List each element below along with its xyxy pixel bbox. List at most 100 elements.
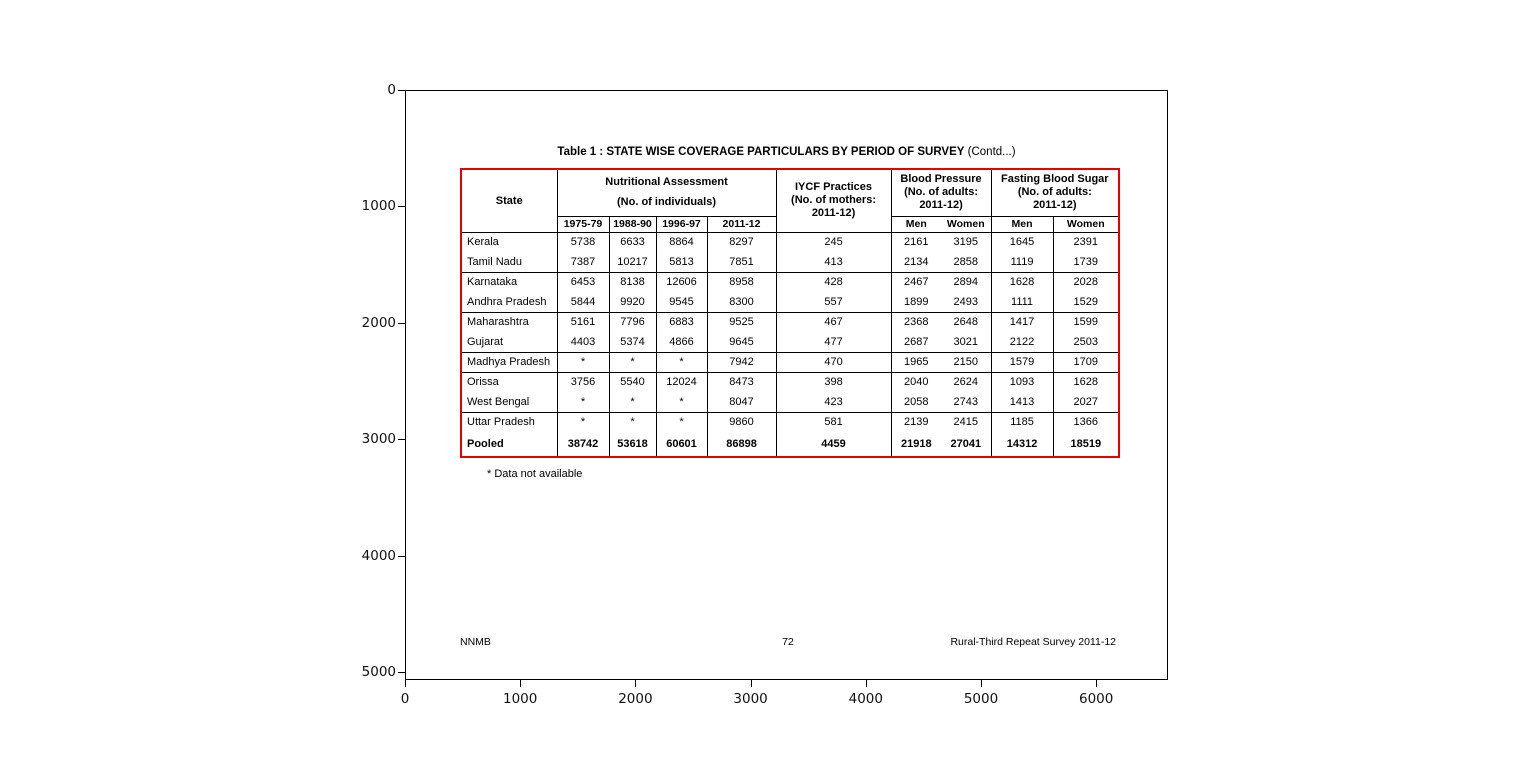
x-tick-label: 6000: [1079, 691, 1114, 707]
table-row: Kerala 5738 6633 8864 8297 245 2161 3195 1645 239…: [461, 231, 1120, 252]
value-cell: 1185: [990, 411, 1054, 432]
table-row: Orissa 3756 5540 12024 8473 398 2040 2624 1093 16…: [461, 371, 1120, 392]
table-title-note: (Contd...): [967, 146, 1016, 158]
value-cell: 5813: [655, 252, 707, 272]
value-cell: 2368: [890, 311, 942, 332]
value-cell: 581: [775, 411, 892, 432]
state-cell: Gujarat: [467, 335, 504, 348]
value-cell: 398: [775, 371, 892, 392]
value-cell: 2687: [890, 332, 942, 352]
value-cell: 1645: [990, 231, 1054, 252]
value-cell: 8297: [706, 231, 777, 252]
table-row: Gujarat 4403 5374 4866 9645 477 2687 3021 2122 25…: [461, 332, 1120, 352]
col-header-1975-79: 1975-79: [563, 218, 603, 230]
value-cell: 3195: [941, 231, 992, 252]
iycf-line1: IYCF Practices: [795, 181, 873, 194]
value-cell: 1093: [990, 371, 1054, 392]
value-cell: 8864: [655, 231, 707, 252]
y-tick-mark: [398, 90, 405, 91]
value-cell: 9860: [706, 411, 777, 432]
state-cell: Madhya Pradesh: [461, 351, 557, 372]
value-cell: 2415: [941, 411, 992, 432]
value-cell: 428: [775, 271, 892, 292]
value-cell: 7851: [706, 252, 777, 272]
fbs-line2: (No. of adults:: [1017, 186, 1092, 199]
value-cell: 6633: [608, 231, 656, 252]
value-cell: *: [608, 411, 656, 432]
col-header-blood-pressure: Blood Pressure (No. of adults: 2011-12): [891, 169, 992, 217]
bp-line3: 2011-12): [919, 199, 963, 212]
value-cell: 2122: [990, 332, 1054, 352]
coverage-table: State Nutritional Assessment (No. of ind…: [460, 168, 1121, 458]
state-cell: Andhra Pradesh: [467, 295, 547, 308]
value-cell: 9525: [706, 311, 777, 332]
value-cell: 12606: [655, 271, 707, 292]
y-tick-mark: [398, 439, 405, 441]
y-tick-mark: [398, 322, 405, 324]
col-header-state: State: [461, 169, 558, 232]
value-cell: 5374: [608, 332, 656, 352]
table-row: Tamil Nadu 7387 10217 5813 7851 413 2134 2858 11…: [461, 252, 1120, 272]
value-cell: 7942: [706, 351, 777, 372]
col-header-bp-men: Men: [905, 218, 927, 230]
x-tick-label: 1000: [503, 691, 538, 707]
value-cell: 14312: [990, 432, 1054, 457]
value-cell: 413: [775, 252, 892, 272]
value-cell: 2624: [941, 371, 992, 392]
value-cell: 2040: [890, 371, 942, 392]
value-cell: 53618: [608, 432, 656, 457]
value-cell: 12024: [655, 371, 707, 392]
value-cell: *: [556, 411, 609, 432]
value-cell: 2743: [953, 395, 979, 408]
value-cell: 1965: [890, 351, 942, 372]
state-cell: Tamil Nadu: [467, 255, 523, 268]
value-cell: 5161: [556, 311, 609, 332]
y-tick-label: 5000: [361, 664, 396, 680]
value-cell: 1579: [990, 351, 1054, 372]
value-cell: 1628: [1052, 371, 1120, 392]
x-tick-label: 3000: [733, 691, 768, 707]
value-cell: 2134: [890, 252, 942, 272]
x-tick-label: 2000: [618, 691, 653, 707]
col-header-1996-97: 1996-97: [655, 216, 707, 232]
value-cell: 1899: [890, 292, 942, 312]
value-cell: 1111: [990, 292, 1054, 312]
value-cell: 477: [775, 332, 892, 352]
col-header-bp-women: Women: [946, 218, 985, 230]
table-row: Karnataka 6453 8138 12606 8958 428 2467 2894 162…: [461, 271, 1120, 292]
value-cell: 5540: [608, 371, 656, 392]
value-cell: *: [655, 392, 707, 412]
value-cell: 8047: [706, 392, 777, 412]
value-cell: 1529: [1052, 292, 1120, 312]
col-header-iycf: IYCF Practices (No. of mothers: 2011-12): [775, 169, 892, 232]
value-cell: 1628: [990, 271, 1054, 292]
x-tick-label: 4000: [848, 691, 883, 707]
value-cell: 86898: [706, 432, 777, 457]
value-cell: 7387: [556, 252, 609, 272]
value-cell: 9920: [608, 292, 656, 312]
y-tick-mark: [398, 555, 405, 557]
x-tick-label: 0: [400, 691, 410, 707]
value-cell: 8300: [706, 292, 777, 312]
state-cell: Maharashtra: [461, 311, 557, 332]
nutritional-line1: Nutritional Assessment: [605, 176, 728, 189]
value-cell: 10217: [608, 252, 656, 272]
x-tick-mark: [635, 680, 637, 687]
value-cell: 5844: [556, 292, 609, 312]
y-tick-label: 0: [387, 82, 396, 98]
value-cell: 8473: [706, 371, 777, 392]
table-title: Table 1 : STATE WISE COVERAGE PARTICULAR…: [405, 146, 1168, 158]
value-cell: 2139: [890, 411, 942, 432]
table-title-main: Table 1 : STATE WISE COVERAGE PARTICULAR…: [557, 146, 965, 158]
value-cell: 5738: [556, 231, 609, 252]
state-cell: Orissa: [461, 371, 557, 392]
iycf-line2: (No. of mothers:: [791, 194, 876, 207]
value-cell: 1739: [1052, 252, 1120, 272]
value-cell: 2150: [941, 351, 992, 372]
value-cell: 4459: [775, 432, 892, 457]
table-footnote: * Data not available: [487, 468, 583, 480]
state-cell: Kerala: [461, 231, 557, 252]
footer-survey: Rural-Third Repeat Survey 2011-12: [950, 636, 1116, 648]
value-cell: 2503: [1052, 332, 1120, 352]
